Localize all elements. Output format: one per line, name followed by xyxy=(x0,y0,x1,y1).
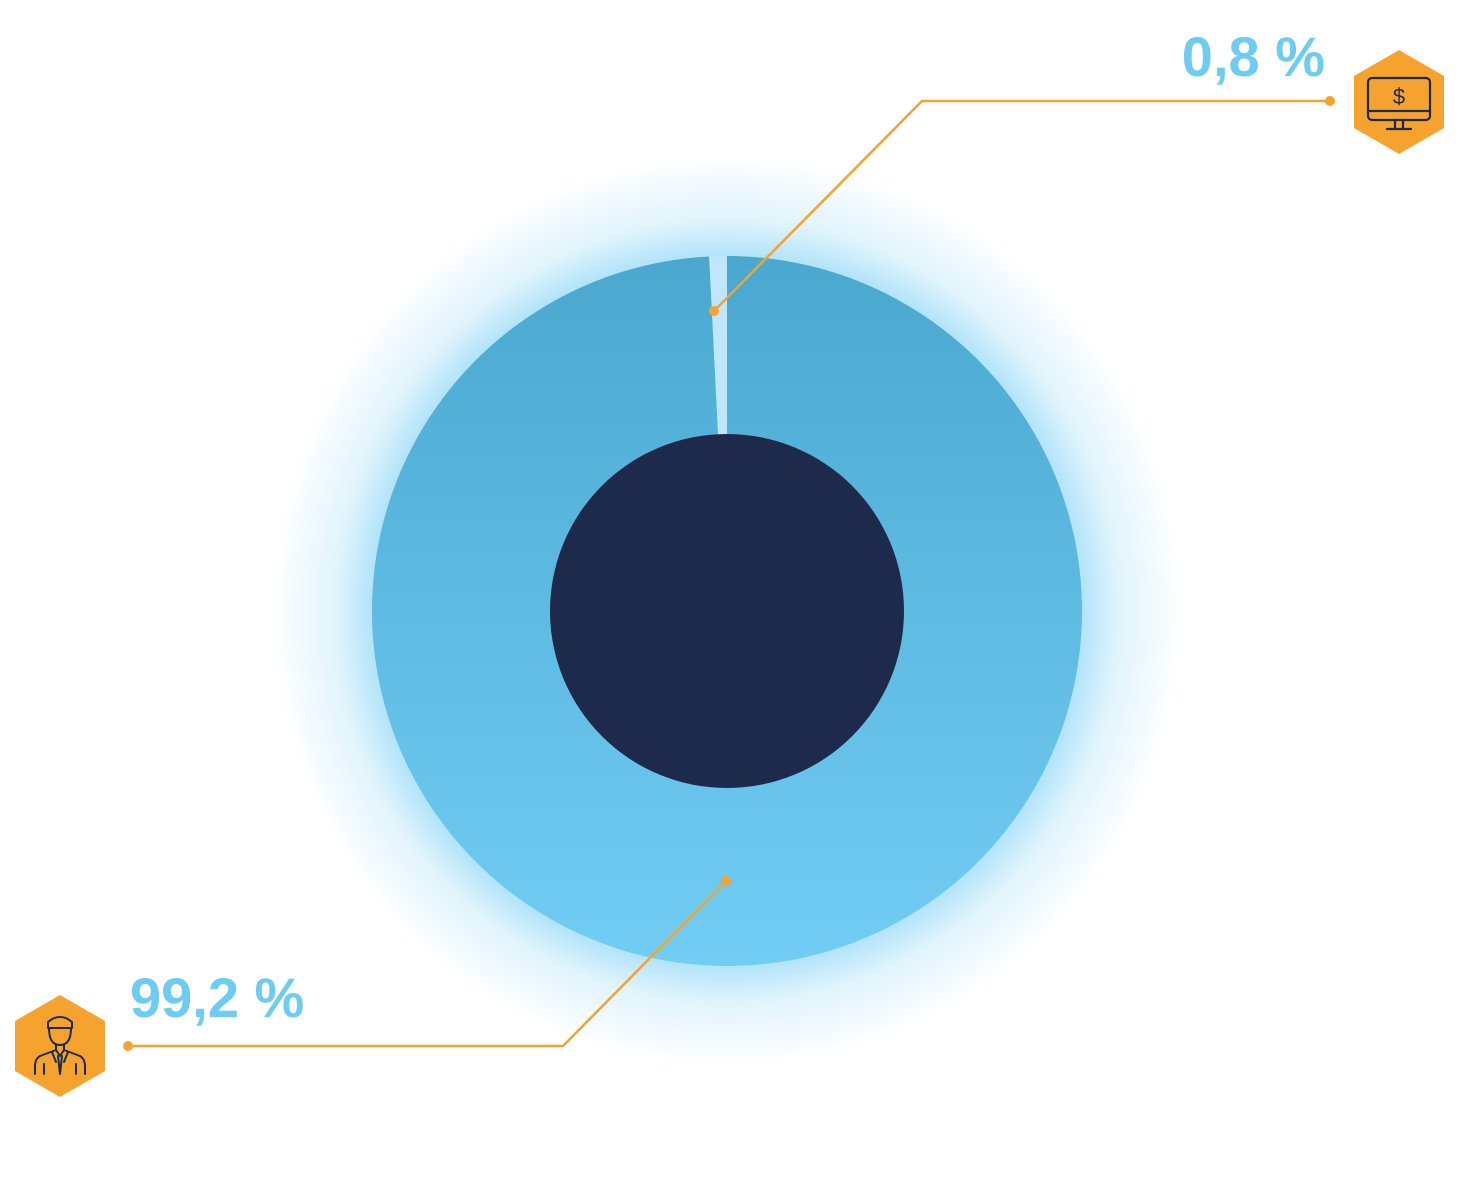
donut-hole xyxy=(550,434,904,788)
percent-label-large-slice: 99,2 % xyxy=(130,966,304,1029)
leader-dot xyxy=(123,1041,133,1051)
leader-dot xyxy=(1325,96,1335,106)
leader-line-small-slice xyxy=(713,99,1330,312)
leader-dot xyxy=(721,876,731,886)
person-icon xyxy=(15,995,105,1097)
percent-label-small-slice: 0,8 % xyxy=(1182,25,1325,88)
svg-text:$: $ xyxy=(1393,84,1405,109)
leader-dot xyxy=(709,306,719,316)
leader-line-large-slice xyxy=(128,880,727,1048)
monitor-dollar-icon: $ xyxy=(1354,50,1444,154)
